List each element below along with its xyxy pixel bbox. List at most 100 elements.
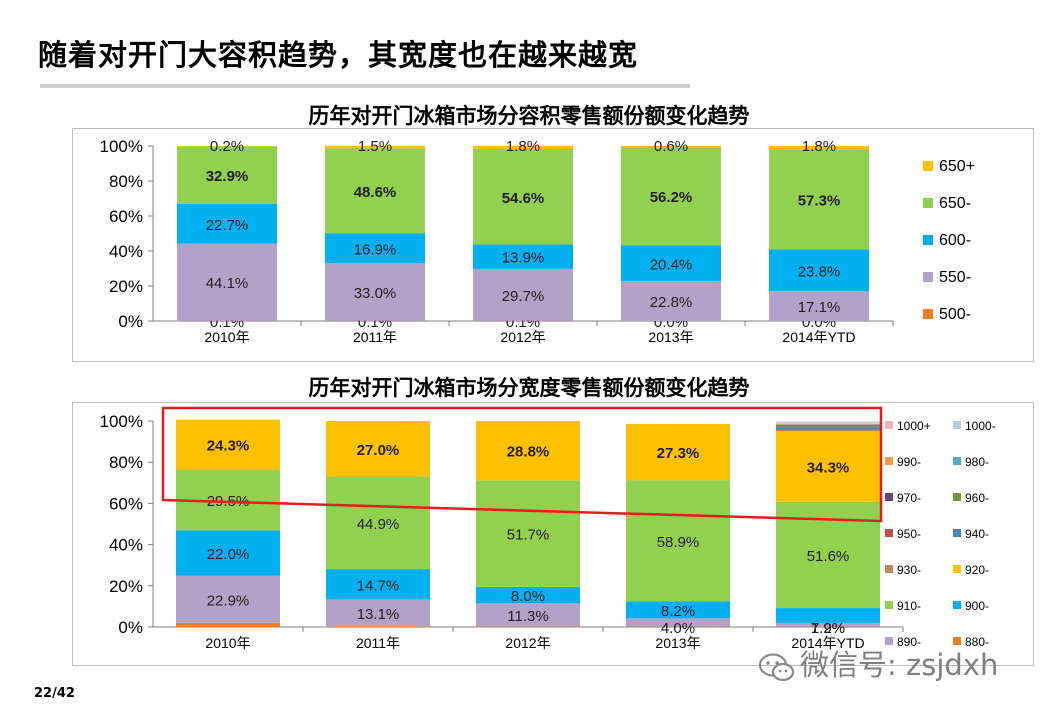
chart2-bar-980-4 xyxy=(776,424,880,426)
chart2-bar-900-1 xyxy=(326,569,430,600)
chart2-bar-1000-4 xyxy=(776,422,880,424)
chart2-legend-label-930: 930- xyxy=(897,563,921,577)
chart2-legend-label-980: 980- xyxy=(965,455,989,469)
chart1-data-label-600-4: 23.8% xyxy=(798,263,841,280)
chart1-bar-600-0 xyxy=(177,203,277,244)
chart2-bar-940-4 xyxy=(776,428,880,431)
chart2-data-label-910-2: 51.7% xyxy=(507,527,550,544)
chart2-legend-label-940: 940- xyxy=(965,527,989,541)
chart1-data-label-600-1: 16.9% xyxy=(354,241,397,258)
chart2-x-label-2: 2012年 xyxy=(505,635,550,651)
chart1-legend-label-650: 650+ xyxy=(939,158,975,175)
chart2-bar-910-3 xyxy=(626,480,730,602)
chart2-bar-900-3 xyxy=(626,601,730,619)
chart2-x-label-1: 2011年 xyxy=(356,635,400,651)
chart2-data-label-890-4: 1.9% xyxy=(811,620,845,637)
chart1-bar-650-3 xyxy=(621,147,721,246)
chart2-legend-swatch-890 xyxy=(885,637,893,645)
chart1-bar-550-0 xyxy=(177,243,277,321)
chart1-y-tick-label: 0% xyxy=(118,312,143,331)
chart2-bar-920-0 xyxy=(176,419,280,470)
chart2-bar-920-2 xyxy=(476,421,580,481)
chart2-legend-label-1000: 1000- xyxy=(965,419,996,433)
chart1-x-label-3: 2013年 xyxy=(648,329,693,345)
chart1-data-label-600-2: 13.9% xyxy=(502,250,545,267)
chart2-legend-label-960: 960- xyxy=(965,491,989,505)
chart2-y-tick-label: 80% xyxy=(109,453,143,472)
chart1-bar-650-2 xyxy=(473,148,573,245)
chart1-bar-650-1 xyxy=(325,145,425,149)
chart1-legend-swatch-550 xyxy=(923,272,933,282)
chart1-x-label-0: 2010年 xyxy=(204,329,249,345)
chart2-y-tick-label: 20% xyxy=(109,577,143,596)
chart1-data-label-550-3: 22.8% xyxy=(650,294,693,311)
chart1-data-label-650-3: 0.6% xyxy=(654,138,688,155)
chart2-legend-swatch-930 xyxy=(885,565,893,573)
chart2-data-label-890-1: 13.1% xyxy=(357,606,400,623)
chart1-legend-swatch-500 xyxy=(923,309,933,319)
chart2-data-label-920-2: 28.8% xyxy=(507,444,550,461)
chart2-data-label-900-4: 7.2% xyxy=(811,620,845,637)
chart1-bar-650-0 xyxy=(177,146,277,204)
chart2-data-label-910-4: 51.6% xyxy=(807,548,850,565)
chart1-data-label-650-4: 57.3% xyxy=(798,192,841,209)
chart2-legend-label-910: 910- xyxy=(897,599,921,613)
chart1-y-tick-label: 40% xyxy=(109,242,143,261)
chart1-data-label-550-0: 44.1% xyxy=(206,275,249,292)
chart2-data-label-900-1: 14.7% xyxy=(357,577,400,594)
chart1-data-label-650-2: 1.8% xyxy=(506,138,540,155)
chart1-data-label-550-1: 33.0% xyxy=(354,285,397,302)
chart2-legend-swatch-990 xyxy=(885,457,893,465)
chart2-legend-swatch-920 xyxy=(953,565,961,573)
chart2-data-label-910-1: 44.9% xyxy=(357,516,400,533)
chart2-data-label-890-3: 4.0% xyxy=(661,620,695,637)
chart2-data-label-910-3: 58.9% xyxy=(657,534,700,551)
chart2-data-label-920-3: 27.3% xyxy=(657,445,700,462)
chart1-bar-650-4 xyxy=(769,146,869,150)
wechat-icon xyxy=(758,653,795,682)
chart2-legend-swatch-980 xyxy=(953,457,961,465)
chart1-bar-550-1 xyxy=(325,263,425,321)
chart2-legend-swatch-1000 xyxy=(885,421,893,429)
chart1-bar-550-2 xyxy=(473,268,573,321)
chart2-data-label-900-3: 8.2% xyxy=(661,603,695,620)
chart1-legend-swatch-600 xyxy=(923,235,933,245)
chart1-data-label-600-0: 22.7% xyxy=(206,217,249,234)
chart2-legend-label-950: 950- xyxy=(897,527,921,541)
chart2-x-label-4: 2014年YTD xyxy=(791,635,864,651)
chart2-bar-900-4 xyxy=(776,608,880,623)
chart2-bar-920-4 xyxy=(776,431,880,502)
chart2-bar-960-4 xyxy=(776,426,880,428)
chart1-legend-swatch-650 xyxy=(923,198,933,208)
chart2-legend-swatch-950 xyxy=(885,529,893,537)
chart1-bar-600-3 xyxy=(621,245,721,282)
chart1-bar-600-1 xyxy=(325,233,425,264)
chart2-legend-label-900: 900- xyxy=(965,599,989,613)
chart1-y-tick-label: 100% xyxy=(100,137,143,156)
chart2-data-label-900-2: 8.0% xyxy=(511,588,545,605)
chart1-data-label-650-1: 48.6% xyxy=(354,184,397,201)
chart2-bar-1000-4 xyxy=(776,421,880,423)
chart2-legend-label-890: 890- xyxy=(897,635,921,649)
chart2-legend-swatch-970 xyxy=(885,493,893,501)
chart2-data-label-920-1: 27.0% xyxy=(357,442,400,459)
chart2-bar-950-4 xyxy=(776,427,880,429)
chart2-bar-900-2 xyxy=(476,586,580,604)
chart2-legend-swatch-880 xyxy=(953,637,961,645)
chart1-legend-label-550: 550- xyxy=(939,269,971,286)
chart1-x-label-2: 2012年 xyxy=(500,329,545,345)
chart2-bar-900-0 xyxy=(176,530,280,576)
chart2-bar-890-4 xyxy=(776,622,880,627)
chart1-bar-550-3 xyxy=(621,281,721,321)
chart2-y-tick-label: 100% xyxy=(100,412,143,431)
chart1-data-label-650-3: 56.2% xyxy=(650,189,693,206)
chart1-y-tick-label: 80% xyxy=(109,172,143,191)
chart1-bar-600-4 xyxy=(769,249,869,292)
chart2-bar-930-4 xyxy=(776,430,880,432)
chart2-y-tick-label: 0% xyxy=(118,618,143,637)
chart1-bar-550-4 xyxy=(769,291,869,321)
chart2-bar-890-0 xyxy=(176,575,280,623)
chart1-x-label-1: 2011年 xyxy=(353,329,397,345)
chart2-legend-label-880: 880- xyxy=(965,635,989,649)
chart2-legend-label-1000: 1000+ xyxy=(897,419,931,433)
